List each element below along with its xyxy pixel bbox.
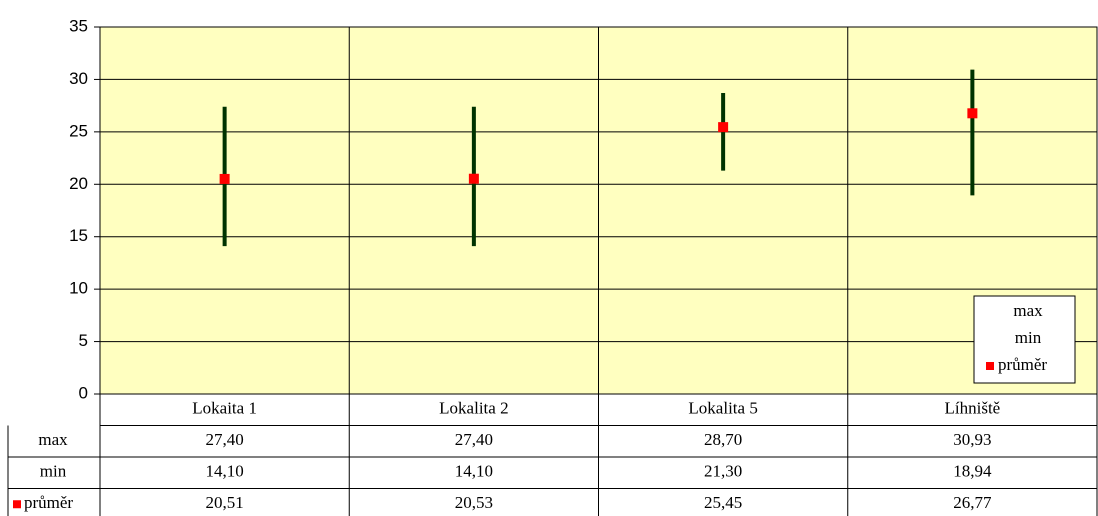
legend: [973, 295, 1076, 384]
table-value: 30,93: [953, 430, 991, 449]
table-value: 20,53: [455, 493, 493, 512]
y-tick-label: 30: [69, 69, 88, 88]
table-value: 27,40: [455, 430, 493, 449]
y-tick-label: 35: [69, 16, 88, 35]
x-tick-label: Líhniště: [945, 399, 1001, 418]
table-value: 27,40: [206, 430, 244, 449]
y-tick-label: 20: [69, 174, 88, 193]
table-value: 21,30: [704, 462, 742, 481]
average-marker: [718, 122, 729, 133]
x-tick-label: Lokalita 2: [439, 399, 508, 418]
y-tick-label: 25: [69, 121, 88, 140]
table-value: 18,94: [953, 462, 992, 481]
legend-key: [986, 362, 994, 370]
y-tick-label: 0: [79, 383, 88, 402]
table-value: 14,10: [455, 462, 493, 481]
table-value: 25,45: [704, 493, 742, 512]
table-value: 26,77: [953, 493, 992, 512]
table-value: 28,70: [704, 430, 742, 449]
y-tick-label: 5: [79, 331, 88, 350]
legend-label: min: [1015, 328, 1042, 347]
x-tick-label: Lokaita 1: [192, 399, 257, 418]
legend-label: průměr: [998, 355, 1047, 374]
table-row-label: max: [38, 430, 68, 449]
table-row-label: průměr: [24, 493, 73, 512]
average-marker: [967, 108, 978, 119]
table-value: 14,10: [206, 462, 244, 481]
table-row-label: min: [40, 462, 67, 481]
y-tick-label: 10: [69, 279, 88, 298]
average-marker: [468, 173, 479, 184]
legend-label: max: [1013, 301, 1043, 320]
table-value: 20,51: [206, 493, 244, 512]
table-legend-key: [13, 500, 21, 509]
average-marker: [219, 173, 230, 184]
x-tick-label: Lokalita 5: [688, 399, 757, 418]
y-tick-label: 15: [69, 226, 88, 245]
